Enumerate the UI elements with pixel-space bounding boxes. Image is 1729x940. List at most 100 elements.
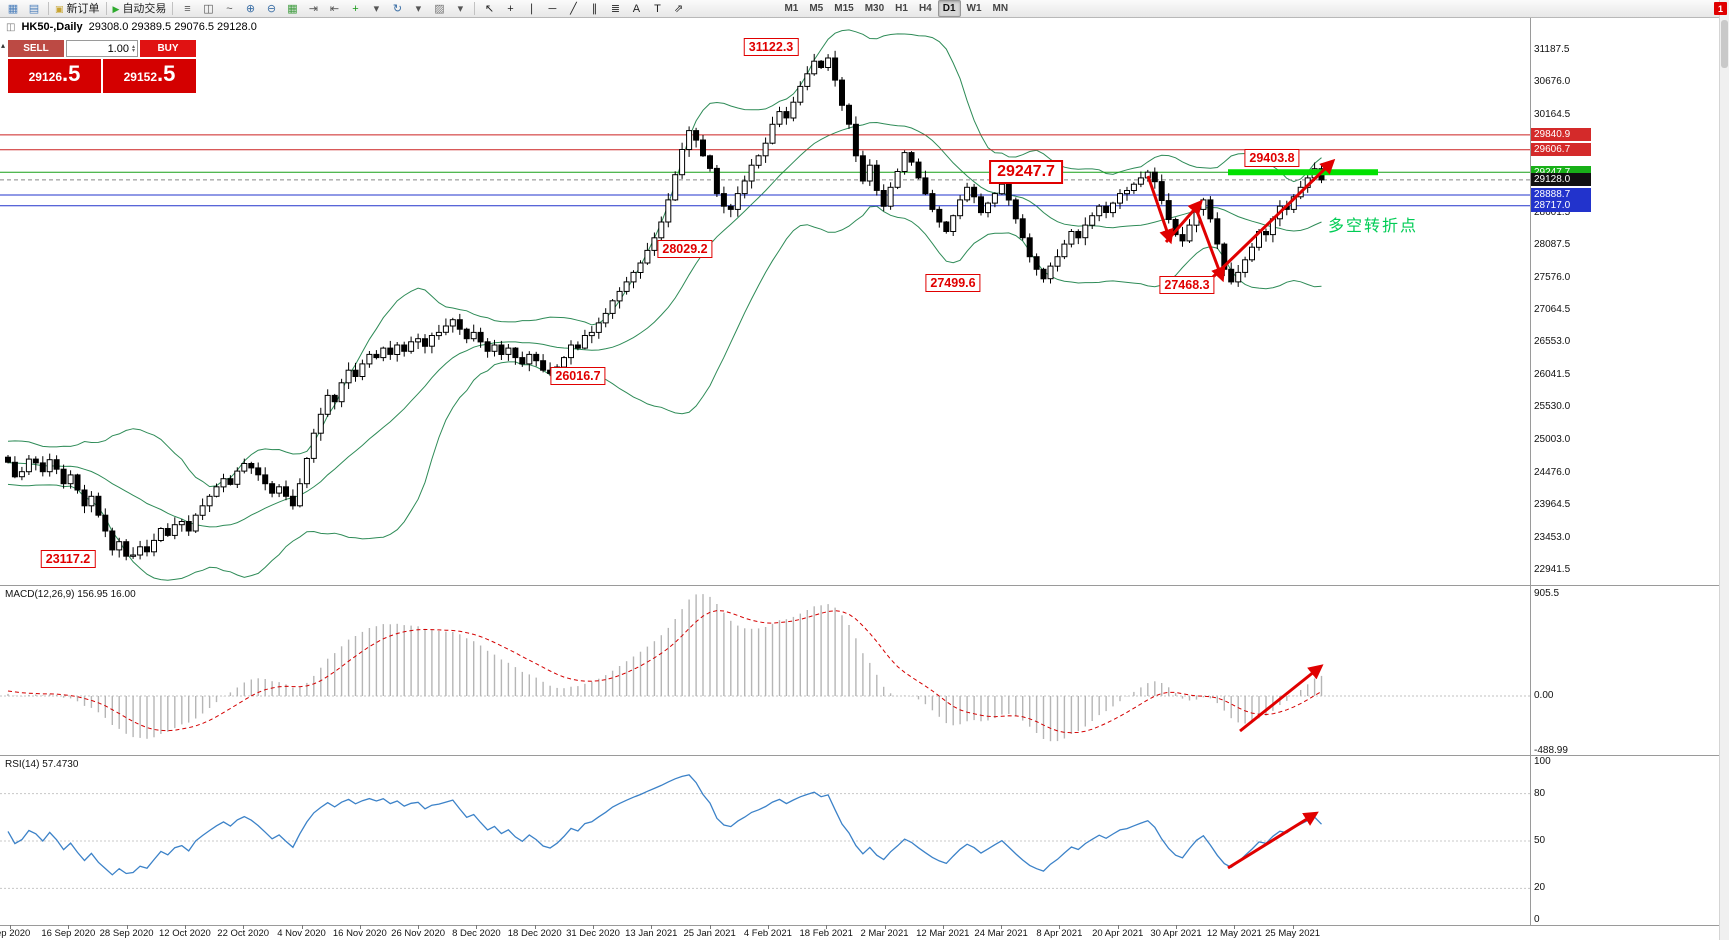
timeframe-h1[interactable]: H1 [895, 3, 908, 14]
buy-price-tile[interactable]: 29152.5 [103, 59, 196, 93]
price-axis-level-label: 29128.0 [1531, 173, 1591, 187]
chart-header: ◫ HK50-,Daily 29308.0 29389.5 29076.5 29… [6, 21, 257, 33]
date-tick [1234, 925, 1236, 929]
timeframe-m30[interactable]: M30 [864, 3, 885, 14]
cursor-icon[interactable]: ↖ [484, 2, 495, 15]
new-chart-icon[interactable]: ▦ [7, 2, 19, 15]
turning-point-note: 多空转折点 [1328, 218, 1419, 235]
date-axis-label: 12 Mar 2021 [916, 928, 970, 939]
candles [5, 50, 1325, 561]
chart-symbol-icon: ◫ [6, 21, 16, 33]
rsi-axis-label: 0 [1534, 914, 1540, 925]
price-annotation: 23117.2 [40, 550, 96, 568]
date-tick [68, 925, 70, 929]
price-axis-level-label: 28717.0 [1531, 199, 1591, 213]
timeframe-d1[interactable]: D1 [937, 0, 961, 17]
date-tick [884, 925, 886, 929]
date-axis-label: 16 Nov 2020 [332, 928, 387, 939]
indicators-icon[interactable]: + [352, 2, 359, 15]
horizontal-line-icon[interactable]: ─ [548, 2, 557, 15]
date-tick [651, 925, 653, 929]
chart-shift-icon[interactable]: ⇤ [329, 2, 340, 15]
crosshair-icon[interactable]: + [507, 2, 514, 15]
cycles-icon[interactable]: ↻ [392, 2, 403, 15]
new-order-button[interactable]: ▣ 新订单 [55, 2, 100, 15]
bar-chart-icon[interactable]: ≡ [184, 2, 191, 15]
indicators-dropdown-icon[interactable]: ▾ [373, 2, 380, 15]
zoom-out-icon[interactable]: ⊖ [266, 2, 277, 15]
sell-price-pips: .5 [62, 61, 81, 86]
price-annotation: 26016.7 [550, 367, 606, 385]
auto-scroll-icon[interactable]: ⇥ [308, 2, 319, 15]
lot-spinner[interactable]: ▴ ▾ [131, 43, 135, 54]
date-axis-label: 28 Sep 2020 [99, 928, 154, 939]
lot-size-input[interactable]: 1.00 ▴ ▾ [66, 40, 138, 57]
timeframe-m1[interactable]: M1 [784, 3, 799, 14]
templates-dropdown-icon[interactable]: ▾ [457, 2, 464, 15]
fibonacci-icon[interactable]: ≣ [610, 2, 621, 15]
tile-windows-icon[interactable]: ▦ [287, 2, 298, 15]
date-tick [1117, 925, 1119, 929]
trendline-icon[interactable]: ╱ [570, 2, 577, 15]
vertical-scrollbar[interactable] [1719, 0, 1729, 940]
timeframe-w1[interactable]: W1 [966, 3, 982, 14]
scrollbar-thumb[interactable] [1721, 20, 1728, 68]
vertical-line-icon[interactable]: ∣ [528, 2, 535, 15]
date-axis-label: 8 Dec 2020 [452, 928, 501, 939]
rsi-panel-chart[interactable] [0, 757, 1530, 925]
date-axis-label: 12 May 2021 [1206, 928, 1262, 939]
macd-panel-chart[interactable] [0, 587, 1530, 755]
rsi-axis-label: 50 [1534, 835, 1546, 846]
date-tick [1059, 925, 1061, 929]
date-tick [10, 925, 11, 929]
sell-price-tile[interactable]: 29126.5 [8, 59, 101, 93]
buy-button[interactable]: BUY [140, 40, 196, 57]
price-axis-label: 27064.5 [1534, 303, 1571, 315]
date-axis-label: 12 Oct 2020 [159, 928, 211, 939]
level-lines [0, 134, 1530, 207]
one-click-collapse-icon[interactable]: ▴ [1, 41, 6, 50]
chart-profiles-icon[interactable]: ▤ [28, 2, 40, 15]
shapes-icon[interactable]: ⇗ [673, 2, 684, 15]
date-axis-label: 2 Mar 2021 [860, 928, 909, 939]
date-axis-label: 31 Dec 2020 [566, 928, 620, 939]
timeframe-m5[interactable]: M5 [809, 3, 824, 14]
date-axis-label: 16 Sep 2020 [41, 928, 96, 939]
price-annotation: 31122.3 [743, 38, 799, 56]
main-price-chart[interactable] [0, 18, 1530, 585]
price-axis-label: 26041.5 [1534, 368, 1571, 380]
text-icon[interactable]: A [632, 2, 641, 15]
timeframe-h4[interactable]: H4 [918, 3, 932, 14]
rsi-indicator-label: RSI(14) 57.4730 [5, 759, 79, 770]
line-chart-icon[interactable]: ~ [226, 2, 233, 15]
channel-icon[interactable]: ∥ [591, 2, 598, 15]
label-icon[interactable]: T [654, 2, 661, 15]
timeframe-mn[interactable]: MN [992, 3, 1009, 14]
buy-price-pips: .5 [157, 61, 176, 86]
timeframe-m15[interactable]: M15 [834, 3, 854, 14]
cycles-dropdown-icon[interactable]: ▾ [415, 2, 422, 15]
date-tick [359, 925, 361, 929]
price-axis-line [1530, 18, 1531, 925]
one-click-trading-panel: SELL 1.00 ▴ ▾ BUY 29126.5 29152.5 [8, 40, 196, 93]
auto-trading-button[interactable]: ▶ 自动交易 [112, 2, 167, 15]
price-axis-label: 30676.0 [1534, 76, 1571, 88]
price-axis-label: 25530.0 [1534, 400, 1571, 412]
date-tick [184, 925, 186, 929]
notification-badge[interactable]: 1 [1714, 2, 1727, 15]
panel-separator-macd[interactable] [0, 585, 1720, 586]
panel-separator-rsi[interactable] [0, 755, 1720, 756]
macd-arrow [1239, 664, 1324, 733]
price-axis-label: 23964.5 [1534, 499, 1571, 511]
zoom-in-icon[interactable]: ⊕ [245, 2, 256, 15]
toolbar-separator [474, 2, 476, 15]
price-axis-label: 23453.0 [1534, 531, 1571, 543]
date-axis-label: 13 Jan 2021 [625, 928, 678, 939]
price-axis-label: 28601.5 [1534, 207, 1571, 219]
sell-button[interactable]: SELL [8, 40, 64, 57]
price-axis-label: 28087.5 [1534, 239, 1571, 251]
candlestick-chart-icon[interactable]: ◫ [203, 2, 214, 15]
templates-icon[interactable]: ▨ [434, 2, 445, 15]
date-tick [593, 925, 594, 929]
trend-arrows [1146, 158, 1336, 283]
